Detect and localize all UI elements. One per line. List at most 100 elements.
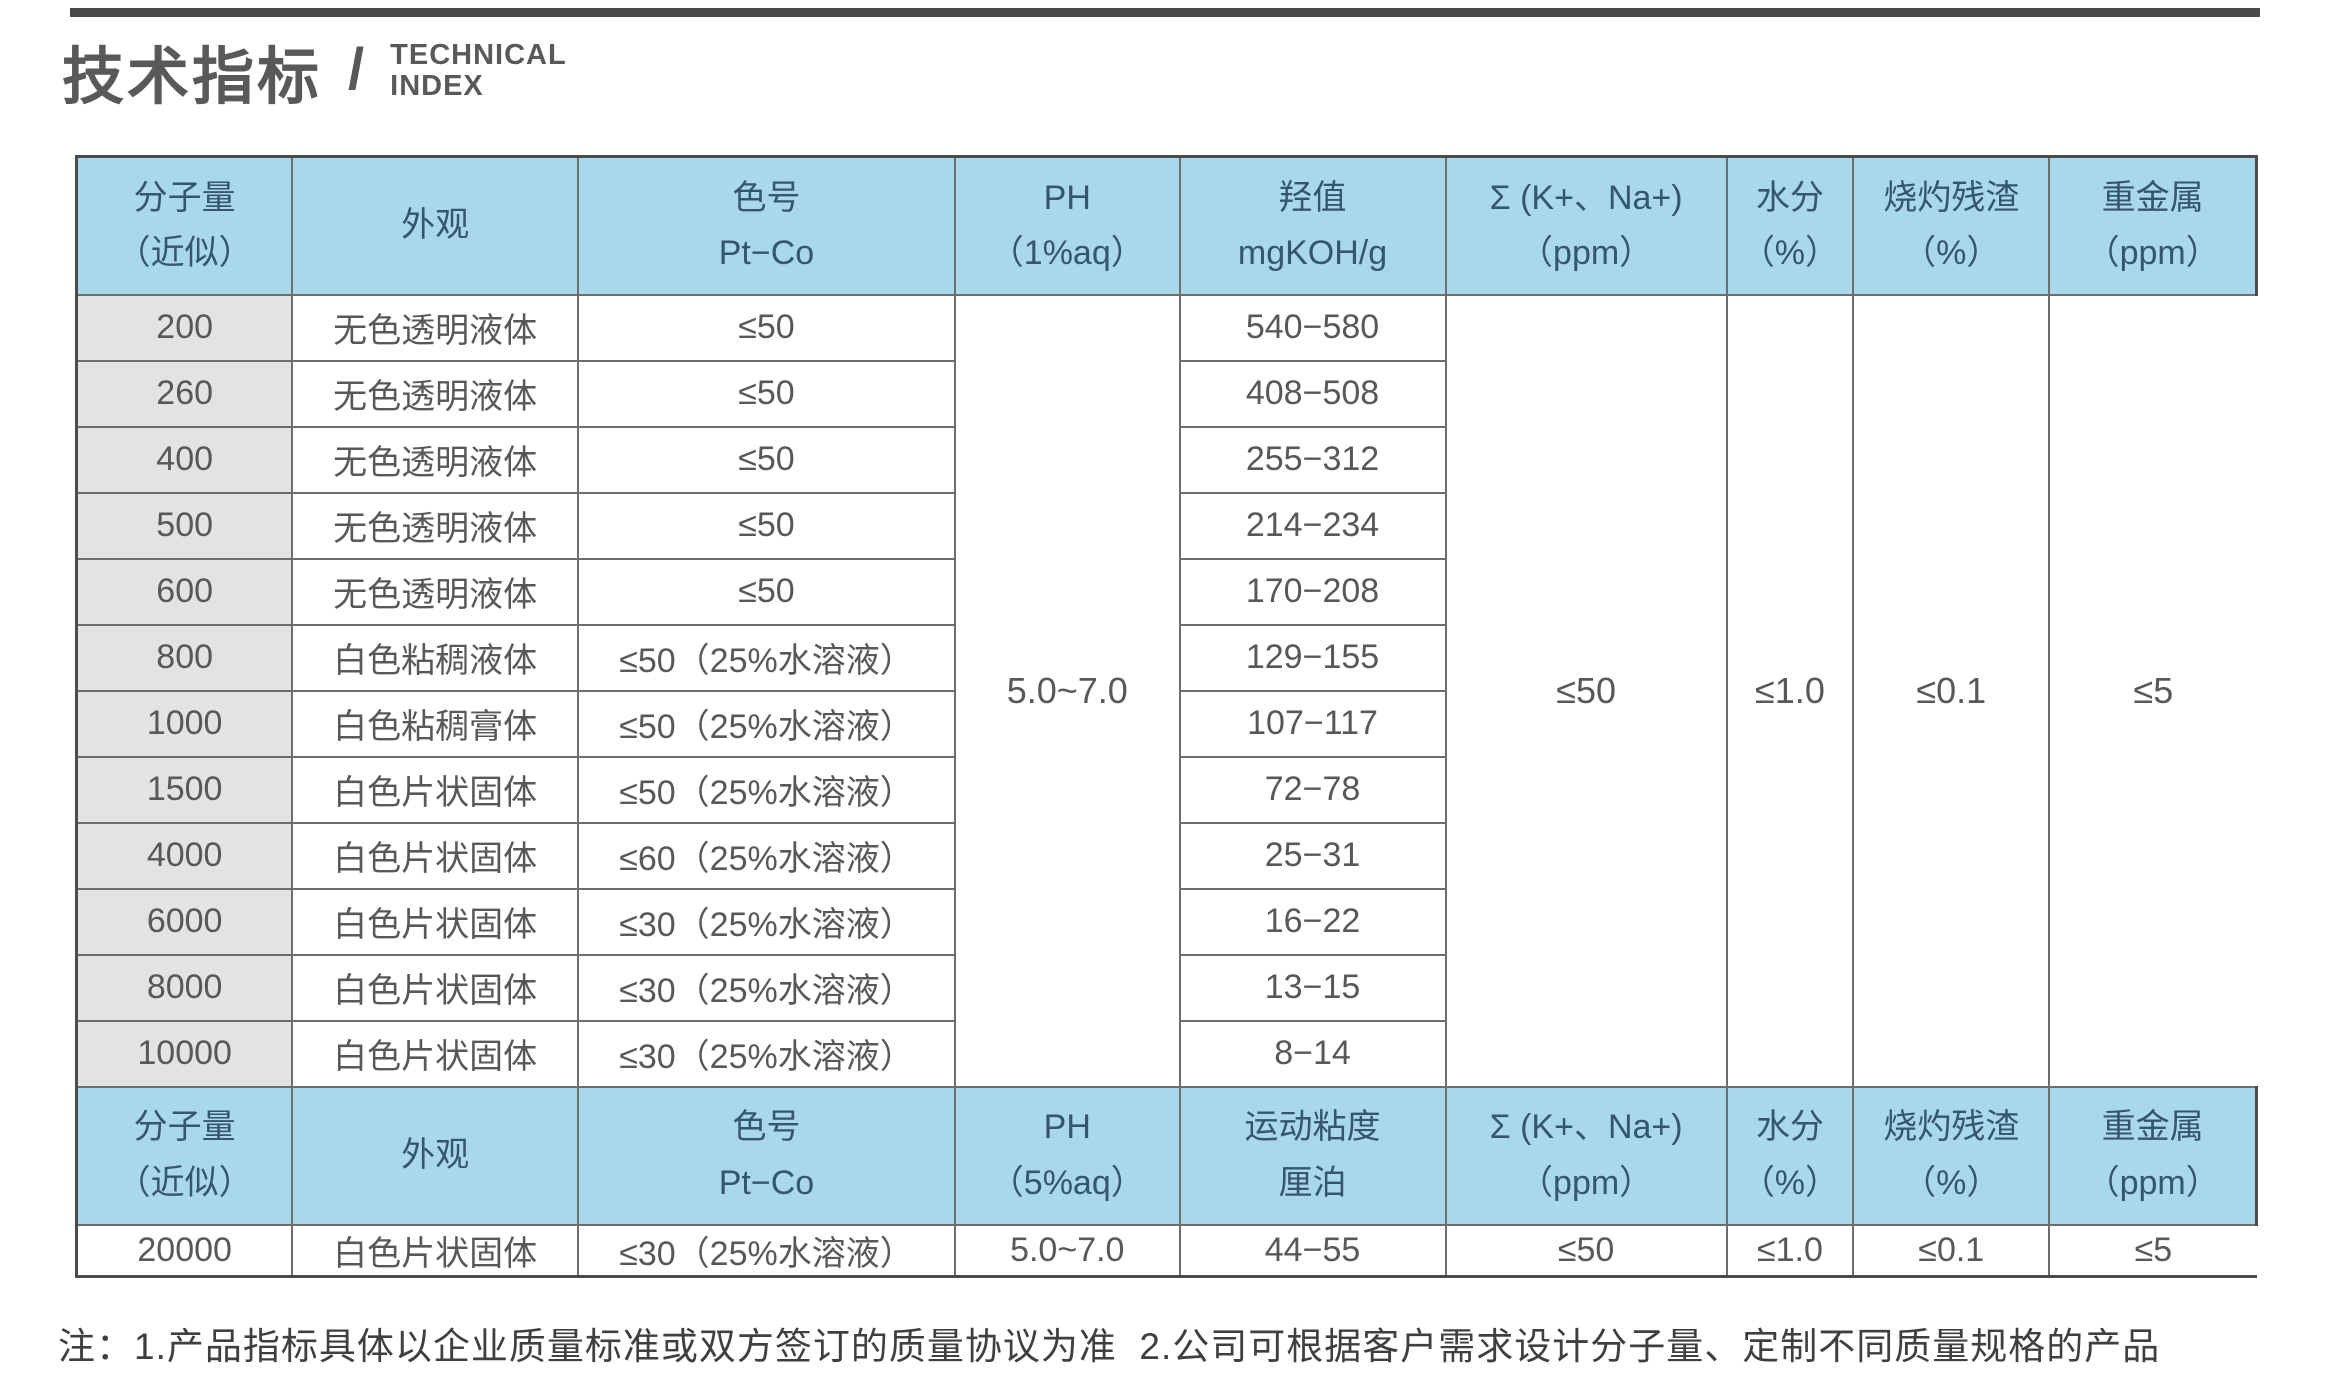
appearance-cell: 无色透明液体 (291, 557, 579, 626)
page-title-cn: 技术指标 (62, 43, 323, 112)
hydroxyl-cell: 408−508 (1178, 359, 1447, 428)
mw-cell: 600 (75, 557, 294, 626)
hydroxyl-cell: 255−312 (1178, 425, 1447, 494)
mw-cell: 6000 (75, 887, 294, 956)
header-ignition-residue: 烧灼残渣 （%） (1852, 155, 2051, 296)
table-row-20000: 20000 白色片状固体 ≤30（25%水溶液） 5.0~7.0 44−55 ≤… (75, 1223, 2257, 1277)
header-ignition-residue: 烧灼残渣 （%） (1852, 1085, 2051, 1226)
header-molecular-weight: 分子量 （近似） (75, 155, 294, 296)
header-heavy-metal: 重金属 （ppm） (2048, 1085, 2259, 1226)
color-no-cell: ≤50（25%水溶液） (576, 623, 957, 692)
mw-cell: 8000 (75, 953, 294, 1022)
mw-cell: 400 (75, 425, 294, 494)
ph-cell: 5.0~7.0 (954, 1223, 1181, 1277)
appearance-cell: 白色粘稠膏体 (291, 689, 579, 758)
table-row: 1500 白色片状固体 ≤50（25%水溶液） 72−78 (75, 755, 2257, 824)
header-molecular-weight: 分子量 （近似） (75, 1085, 294, 1226)
hydroxyl-cell: 170−208 (1178, 557, 1447, 626)
header-appearance: 外观 (291, 1085, 579, 1226)
color-no-cell: ≤50 (576, 359, 957, 428)
color-no-cell: ≤30（25%水溶液） (576, 1223, 957, 1277)
mw-cell: 500 (75, 491, 294, 560)
table-row: 800 白色粘稠液体 ≤50（25%水溶液） 129−155 (75, 623, 2257, 692)
page-title: 技术指标 / TECHNICAL INDEX (62, 26, 567, 116)
mw-cell: 10000 (75, 1019, 294, 1088)
hydroxyl-cell: 25−31 (1178, 821, 1447, 890)
mw-cell: 1000 (75, 689, 294, 758)
table-row: 400 无色透明液体 ≤50 255−312 (75, 425, 2257, 494)
ignition-residue-cell: ≤0.1 (1852, 1223, 2051, 1277)
header-alkali-sum: Σ (K+、Na+) （ppm） (1444, 1085, 1728, 1226)
table-row: 200 无色透明液体 ≤50 5.0~7.0 540−580 ≤50 ≤1.0 … (75, 293, 2257, 1088)
hydroxyl-cell: 13−15 (1178, 953, 1447, 1022)
page-title-en-line1: TECHNICAL (390, 38, 567, 71)
header-moisture: 水分 （%） (1725, 155, 1855, 296)
color-no-cell: ≤50 (576, 557, 957, 626)
footnote: 注：1.产品指标具体以企业质量标准或双方签订的质量协议为准 2.公司可根据客户需… (58, 1326, 2161, 1367)
appearance-cell: 白色片状固体 (291, 755, 579, 824)
appearance-cell: 白色片状固体 (291, 821, 579, 890)
color-no-cell: ≤50 (576, 491, 957, 560)
table-header-top: 分子量 （近似） 外观 色号 Pt−Co PH （1%aq） 羟值 mgKOH/… (75, 155, 2259, 296)
heavy-metal-merged-cell: ≤5 (2048, 293, 2257, 1088)
page-title-en-line2: INDEX (390, 70, 484, 102)
header-kinematic-viscosity: 运动粘度 厘泊 (1178, 1085, 1447, 1226)
header-ph-5aq: PH （5%aq） (954, 1085, 1181, 1226)
appearance-cell: 无色透明液体 (291, 491, 579, 560)
appearance-cell: 白色片状固体 (291, 1223, 579, 1277)
viscosity-cell: 44−55 (1178, 1223, 1447, 1277)
mw-cell: 1500 (75, 755, 294, 824)
color-no-cell: ≤50 (576, 425, 957, 494)
hydroxyl-cell: 72−78 (1178, 755, 1447, 824)
header-alkali-sum: Σ (K+、Na+) （ppm） (1444, 155, 1728, 296)
alkali-sum-merged-cell: ≤50 (1444, 293, 1728, 1088)
heavy-metal-cell: ≤5 (2048, 1223, 2257, 1277)
hydroxyl-cell: 214−234 (1178, 491, 1447, 560)
hydroxyl-cell: 540−580 (1178, 293, 1447, 362)
appearance-cell: 无色透明液体 (291, 293, 579, 362)
table-header-bottom: 分子量 （近似） 外观 色号 Pt−Co PH （5%aq） 运动粘度 厘泊 Σ… (75, 1085, 2259, 1226)
mw-cell: 4000 (75, 821, 294, 890)
mw-cell: 20000 (75, 1223, 294, 1277)
header-moisture: 水分 （%） (1725, 1085, 1855, 1226)
table-row: 8000 白色片状固体 ≤30（25%水溶液） 13−15 (75, 953, 2257, 1022)
header-ph-1aq: PH （1%aq） (954, 155, 1181, 296)
appearance-cell: 白色粘稠液体 (291, 623, 579, 692)
appearance-cell: 无色透明液体 (291, 425, 579, 494)
table-row: 260 无色透明液体 ≤50 408−508 (75, 359, 2257, 428)
moisture-cell: ≤1.0 (1725, 1223, 1855, 1277)
table-row: 600 无色透明液体 ≤50 170−208 (75, 557, 2257, 626)
table-row: 6000 白色片状固体 ≤30（25%水溶液） 16−22 (75, 887, 2257, 956)
ignition-residue-merged-cell: ≤0.1 (1852, 293, 2051, 1088)
mw-cell: 200 (75, 293, 294, 362)
appearance-cell: 无色透明液体 (291, 359, 579, 428)
header-color-number: 色号 Pt−Co (576, 1085, 957, 1226)
page-title-en: TECHNICAL INDEX (390, 38, 567, 103)
ph-merged-cell: 5.0~7.0 (954, 293, 1181, 1088)
color-no-cell: ≤50 (576, 293, 957, 362)
hydroxyl-cell: 107−117 (1178, 689, 1447, 758)
hydroxyl-cell: 16−22 (1178, 887, 1447, 956)
header-color-number: 色号 Pt−Co (576, 155, 957, 296)
mw-cell: 260 (75, 359, 294, 428)
hydroxyl-cell: 8−14 (1178, 1019, 1447, 1088)
table-row: 1000 白色粘稠膏体 ≤50（25%水溶液） 107−117 (75, 689, 2257, 758)
table-row: 10000 白色片状固体 ≤30（25%水溶液） 8−14 (75, 1019, 2257, 1088)
title-slash-divider: / (348, 36, 365, 102)
table-row: 4000 白色片状固体 ≤60（25%水溶液） 25−31 (75, 821, 2257, 890)
accent-divider-bar (70, 8, 2260, 17)
alkali-sum-cell: ≤50 (1444, 1223, 1728, 1277)
color-no-cell: ≤30（25%水溶液） (576, 887, 957, 956)
appearance-cell: 白色片状固体 (291, 887, 579, 956)
color-no-cell: ≤30（25%水溶液） (576, 1019, 957, 1088)
appearance-cell: 白色片状固体 (291, 953, 579, 1022)
mw-cell: 800 (75, 623, 294, 692)
color-no-cell: ≤60（25%水溶液） (576, 821, 957, 890)
appearance-cell: 白色片状固体 (291, 1019, 579, 1088)
color-no-cell: ≤50（25%水溶液） (576, 755, 957, 824)
moisture-merged-cell: ≤1.0 (1725, 293, 1855, 1088)
color-no-cell: ≤30（25%水溶液） (576, 953, 957, 1022)
header-appearance: 外观 (291, 155, 579, 296)
header-heavy-metal: 重金属 （ppm） (2048, 155, 2259, 296)
header-hydroxyl-value: 羟值 mgKOH/g (1178, 155, 1447, 296)
